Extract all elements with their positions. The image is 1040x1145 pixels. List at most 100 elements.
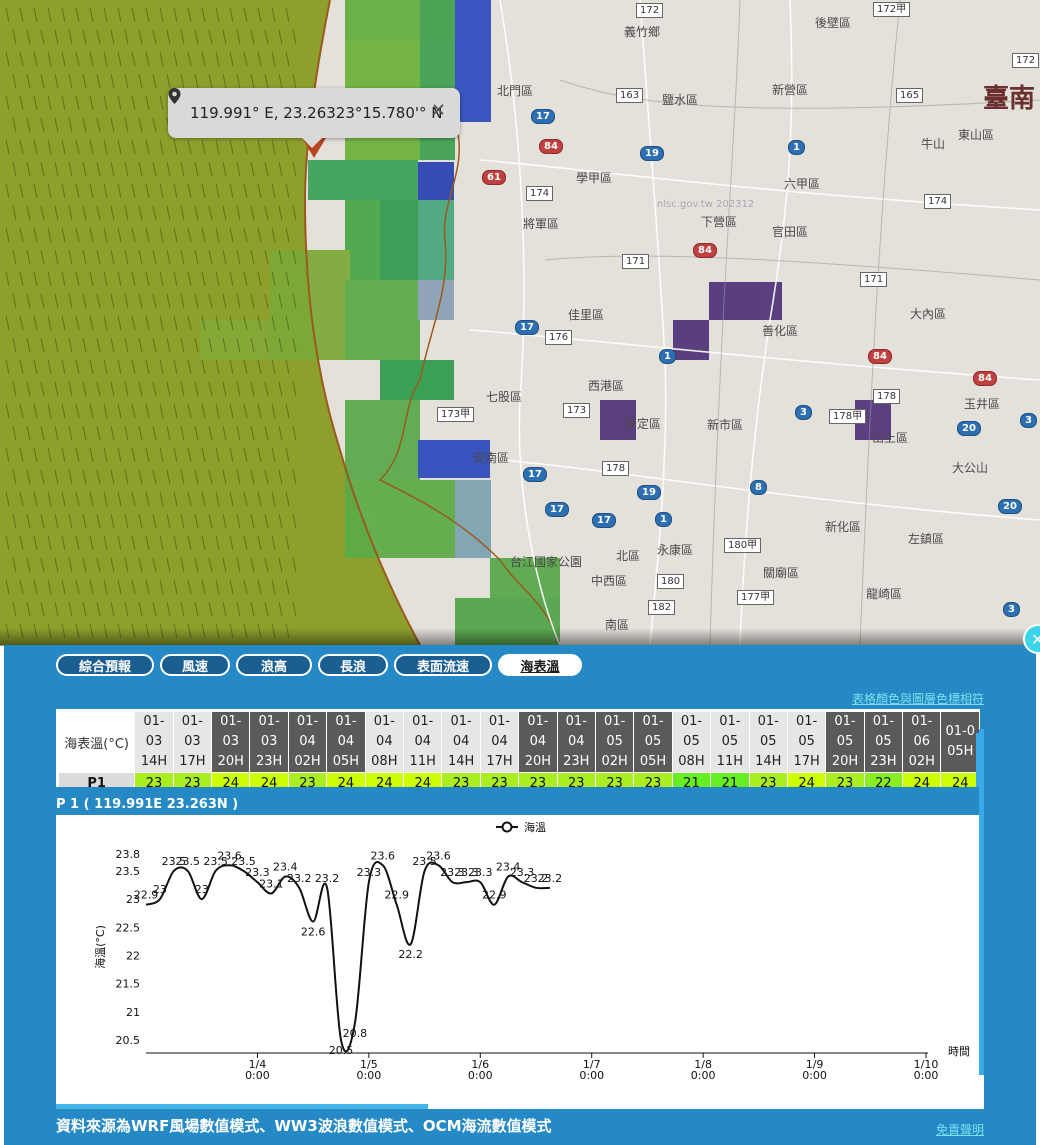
data-label: 22.9	[482, 889, 507, 902]
road-shield: 180	[657, 574, 685, 589]
value-cell: 24	[941, 773, 979, 787]
time-header-date: 01-05	[604, 714, 626, 749]
time-header-cell: 01-05 02H	[595, 712, 634, 772]
popup-close-icon[interactable]: ✕	[430, 100, 446, 121]
x-tick-label: 1/5	[360, 1058, 378, 1071]
map-place-label: 大內區	[910, 307, 947, 321]
value-cell: 24	[327, 773, 365, 787]
road-shield: 174	[526, 186, 554, 201]
time-header-hour: 20H	[831, 754, 859, 769]
x-tick-label: 0:00	[468, 1069, 493, 1082]
forecast-table-container[interactable]: 海表溫(°C) 01-03 14H 01-03 17H 01-03 20H 01-03 23H…	[56, 709, 980, 787]
time-header-date: 01-03	[143, 714, 165, 749]
map-place-label: 東山區	[958, 128, 995, 142]
data-label: 23.3	[357, 866, 382, 879]
time-header-cell: 01-04 11H	[404, 712, 442, 772]
map-place-label: 關廟區	[763, 566, 800, 580]
time-header-row: 海表溫(°C) 01-03 14H 01-03 17H 01-03 20H 01-03 23H…	[59, 712, 979, 772]
map-pin-icon	[168, 88, 181, 104]
x-tick-label: 1/4	[249, 1058, 267, 1071]
table-header-label: 海表溫(°C)	[59, 712, 135, 772]
map-place-label: 永康區	[657, 543, 694, 557]
map-base-layer	[0, 0, 1040, 645]
time-header-date: 01-03	[181, 714, 203, 749]
forecast-panel: 綜合預報 風速 浪高 長浪 表面流速 海表溫 表格顏色與圖層色標相符 海表溫(°C) 01…	[4, 645, 1036, 1145]
data-label: 23.6	[217, 849, 242, 862]
coordinate-popup: 119.991° E, 23.26323°15.780'° N ✕	[168, 88, 460, 148]
map-place-label: 下營區	[701, 215, 738, 229]
tab-0[interactable]: 綜合預報	[56, 654, 154, 676]
road-shield: 17	[545, 502, 569, 517]
data-label: 23.3	[454, 866, 479, 879]
map-place-label: 六甲區	[784, 177, 821, 191]
time-header-hour: 02H	[908, 754, 935, 769]
panel-scrollbar[interactable]	[979, 729, 984, 1075]
value-cell: 23	[826, 773, 864, 787]
map-view[interactable]: 義竹鄉 後壁區 北門區 鹽水區 新營區 臺南 牛山 東山區 學甲區 六甲區 將軍區 下營區 官田區 佳里區…	[0, 0, 1040, 645]
map-watermark: nlsc.gov.tw 202312	[657, 199, 755, 210]
data-label: 23	[153, 883, 167, 896]
road-shield: 172	[1012, 53, 1040, 68]
data-label: 23.6	[426, 849, 451, 862]
data-label: 23.2	[287, 872, 312, 885]
road-shield: 17	[523, 467, 547, 482]
x-tick-label: 0:00	[802, 1069, 827, 1082]
tab-1[interactable]: 風速	[160, 654, 230, 676]
x-tick-label: 1/7	[583, 1058, 601, 1071]
value-cell: 24	[365, 773, 404, 787]
tab-4[interactable]: 表面流速	[394, 654, 492, 676]
value-cell: 23	[749, 773, 787, 787]
time-header-hour: 17H	[793, 754, 820, 769]
road-shield: 172	[636, 3, 664, 18]
x-tick-label: 1/8	[694, 1058, 712, 1071]
time-header-cell: 01-04 14H	[442, 712, 480, 772]
road-shield: 19	[637, 485, 661, 500]
time-header-cell: 01-05 20H	[826, 712, 864, 772]
map-place-label: 將軍區	[523, 217, 560, 231]
road-shield: 17	[531, 109, 555, 124]
x-tick-label: 1/6	[471, 1058, 489, 1071]
road-shield: 173	[563, 403, 591, 418]
time-header-date: 01-05	[642, 714, 664, 749]
x-tick-label: 0:00	[357, 1069, 382, 1082]
disclaimer-link[interactable]: 免責聲明	[936, 1123, 985, 1137]
map-place-label: 玉井區	[964, 397, 1001, 411]
value-cell: 21	[672, 773, 711, 787]
map-place-label: 新市區	[707, 418, 744, 432]
x-tick-label: 1/10	[914, 1058, 939, 1071]
tab-5[interactable]: 海表溫	[498, 654, 582, 676]
time-header-cell: 01-05 17H	[787, 712, 826, 772]
time-header-date: 01-03	[258, 714, 280, 749]
value-cell: 23	[173, 773, 212, 787]
time-header-date: 01-03	[220, 714, 242, 749]
value-cell: 23	[557, 773, 595, 787]
map-place-label: 牛山	[921, 137, 946, 151]
map-place-label: 安定區	[625, 417, 662, 431]
data-label: 20.5	[329, 1044, 354, 1057]
value-row: P1 23 23 24 24 23 24 24 24 23 23 23 23 23 23 21 21 23 24 2…	[59, 773, 979, 787]
time-header-date: 01-06	[911, 714, 933, 749]
map-place-label: 大公山	[952, 461, 989, 475]
map-place-label: 安南區	[473, 451, 510, 465]
map-place-label: 佳里區	[568, 308, 605, 322]
time-header-date: 01-04	[296, 714, 319, 749]
time-header-cell: 01-03 17H	[173, 712, 212, 772]
legend-marker	[501, 821, 513, 833]
road-shield: 180甲	[724, 538, 762, 553]
data-label: 23.4	[273, 861, 298, 874]
data-label: 23.3	[468, 866, 493, 879]
data-label: 23.5	[162, 855, 187, 868]
chart-scrollbar[interactable]	[56, 1104, 428, 1109]
tab-2[interactable]: 浪高	[236, 654, 312, 676]
legend-match-link[interactable]: 表格顏色與圖層色標相符	[852, 692, 985, 706]
data-label: 20.8	[343, 1027, 368, 1040]
time-header-hour: 14H	[755, 754, 782, 769]
map-place-label: 山上區	[872, 431, 909, 445]
value-cell: 23	[442, 773, 480, 787]
tab-3[interactable]: 長浪	[318, 654, 388, 676]
map-place-label: 新化區	[825, 520, 862, 534]
table-scrollbar[interactable]	[976, 733, 980, 787]
map-place-label: 義竹鄉	[624, 25, 661, 39]
data-label: 23.2	[315, 872, 340, 885]
road-shield: 1	[788, 140, 805, 155]
